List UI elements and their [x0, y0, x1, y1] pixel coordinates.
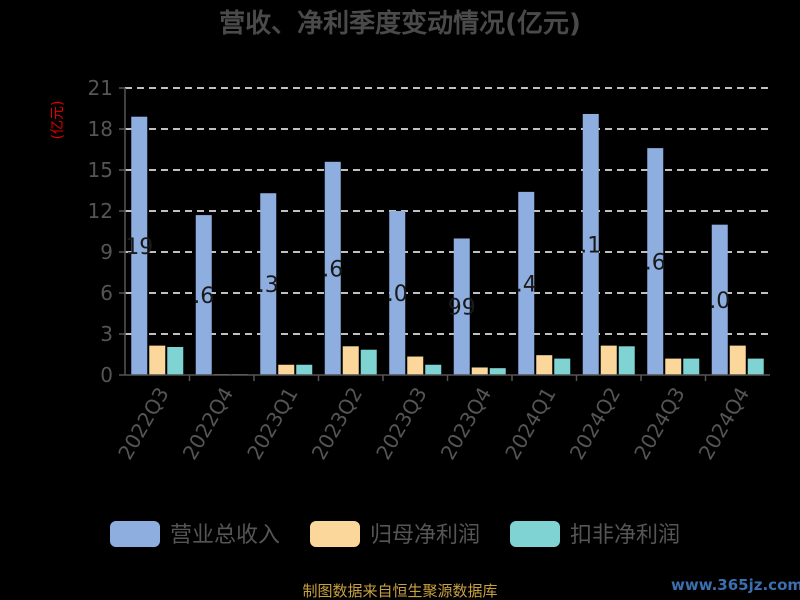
x-tick-label: 2023Q4: [436, 383, 496, 464]
bar-label-2023Q4: 99: [448, 296, 476, 321]
x-tick-label: 2022Q3: [113, 383, 173, 464]
source-note: 制图数据来自恒生聚源数据库: [302, 582, 497, 600]
bar-2023Q3-series-1: [407, 356, 424, 375]
bar-2023Q4-series-1: [471, 367, 488, 375]
bar-2023Q3-series-2: [425, 364, 442, 375]
legend-label-1: 归母净利润: [370, 523, 480, 548]
legend-swatch-2: [510, 521, 560, 547]
legend-label-2: 扣非净利润: [570, 523, 680, 548]
y-axis-unit: (亿元): [50, 101, 66, 140]
bar-2024Q3-series-2: [683, 358, 700, 375]
y-tick-label: 15: [88, 158, 113, 182]
bar-2023Q4-series-2: [489, 368, 506, 375]
x-tick-label: 2023Q2: [307, 383, 367, 464]
bar-2022Q4-series-0: [195, 215, 212, 375]
bar-2024Q2-series-0: [582, 113, 599, 375]
chart-title: 营收、净利季度变动情况(亿元): [219, 8, 581, 39]
bar-2024Q1-series-2: [554, 358, 571, 375]
legend-label-0: 营业总收入: [170, 523, 280, 548]
x-tick-label: 2024Q3: [629, 383, 689, 464]
bar-label-2023Q2: .6: [322, 257, 343, 282]
y-axis-ticks: 0 3 6 9 12 15 18 21: [88, 76, 125, 387]
bar-2023Q2-series-0: [324, 161, 341, 375]
y-tick-label: 0: [100, 363, 113, 387]
y-tick-label: 6: [100, 281, 113, 305]
bar-label-2022Q4: .6: [193, 284, 214, 309]
bars-group: [131, 113, 764, 375]
x-axis-ticks: 2022Q3 2022Q4 2023Q1 2023Q2 2023Q3 2023Q4 2024…: [113, 375, 754, 464]
bar-2024Q1-series-0: [518, 191, 535, 375]
bar-2024Q2-series-2: [618, 346, 635, 375]
legend-swatch-1: [310, 521, 360, 547]
x-tick-label: 2024Q4: [694, 383, 754, 464]
bar-2023Q1-series-1: [278, 364, 295, 375]
bar-label-2024Q2: .1: [580, 233, 601, 258]
bar-2022Q3-series-2: [167, 346, 184, 375]
bar-labels: 19 .6 .3 .6 .0 99 .4 .1 .6 .0: [125, 233, 730, 320]
bar-2024Q3-series-1: [665, 358, 682, 375]
bar-2023Q4-series-0: [453, 238, 470, 375]
y-tick-label: 18: [88, 117, 113, 141]
watermark: www.365jz.com: [671, 576, 800, 594]
bar-2024Q4-series-0: [711, 224, 728, 375]
bar-2023Q2-series-2: [360, 349, 377, 375]
bar-2024Q4-series-2: [747, 358, 764, 375]
bar-2023Q2-series-1: [342, 346, 359, 375]
bar-2022Q3-series-1: [149, 345, 166, 375]
bar-2023Q1-series-0: [260, 193, 277, 375]
bar-2023Q1-series-2: [296, 364, 313, 375]
bar-label-2024Q3: .6: [645, 251, 666, 276]
bar-2024Q4-series-1: [729, 345, 746, 375]
x-tick-label: 2023Q3: [371, 383, 431, 464]
bar-label-2022Q3: 19: [125, 235, 153, 260]
legend-swatch-0: [110, 521, 160, 547]
x-tick-label: 2024Q2: [565, 383, 625, 464]
y-tick-label: 3: [100, 322, 113, 346]
y-tick-label: 21: [88, 76, 113, 100]
y-tick-label: 12: [88, 199, 113, 223]
axes: [124, 88, 770, 376]
bar-2024Q3-series-0: [647, 148, 664, 375]
x-tick-label: 2023Q1: [242, 383, 302, 464]
bar-2023Q3-series-0: [389, 211, 406, 375]
x-tick-label: 2024Q1: [500, 383, 560, 464]
bar-label-2024Q4: .0: [709, 289, 730, 314]
bar-label-2023Q1: .3: [258, 273, 279, 298]
bar-label-2024Q1: .4: [516, 272, 537, 297]
bar-2022Q3-series-0: [131, 116, 148, 375]
y-tick-label: 9: [100, 240, 113, 264]
x-tick-label: 2022Q4: [178, 383, 238, 464]
bar-2024Q2-series-1: [600, 345, 617, 375]
legend: 营业总收入 归母净利润 扣非净利润: [110, 521, 680, 548]
bar-label-2023Q3: .0: [387, 282, 408, 307]
bar-2024Q1-series-1: [536, 355, 553, 375]
